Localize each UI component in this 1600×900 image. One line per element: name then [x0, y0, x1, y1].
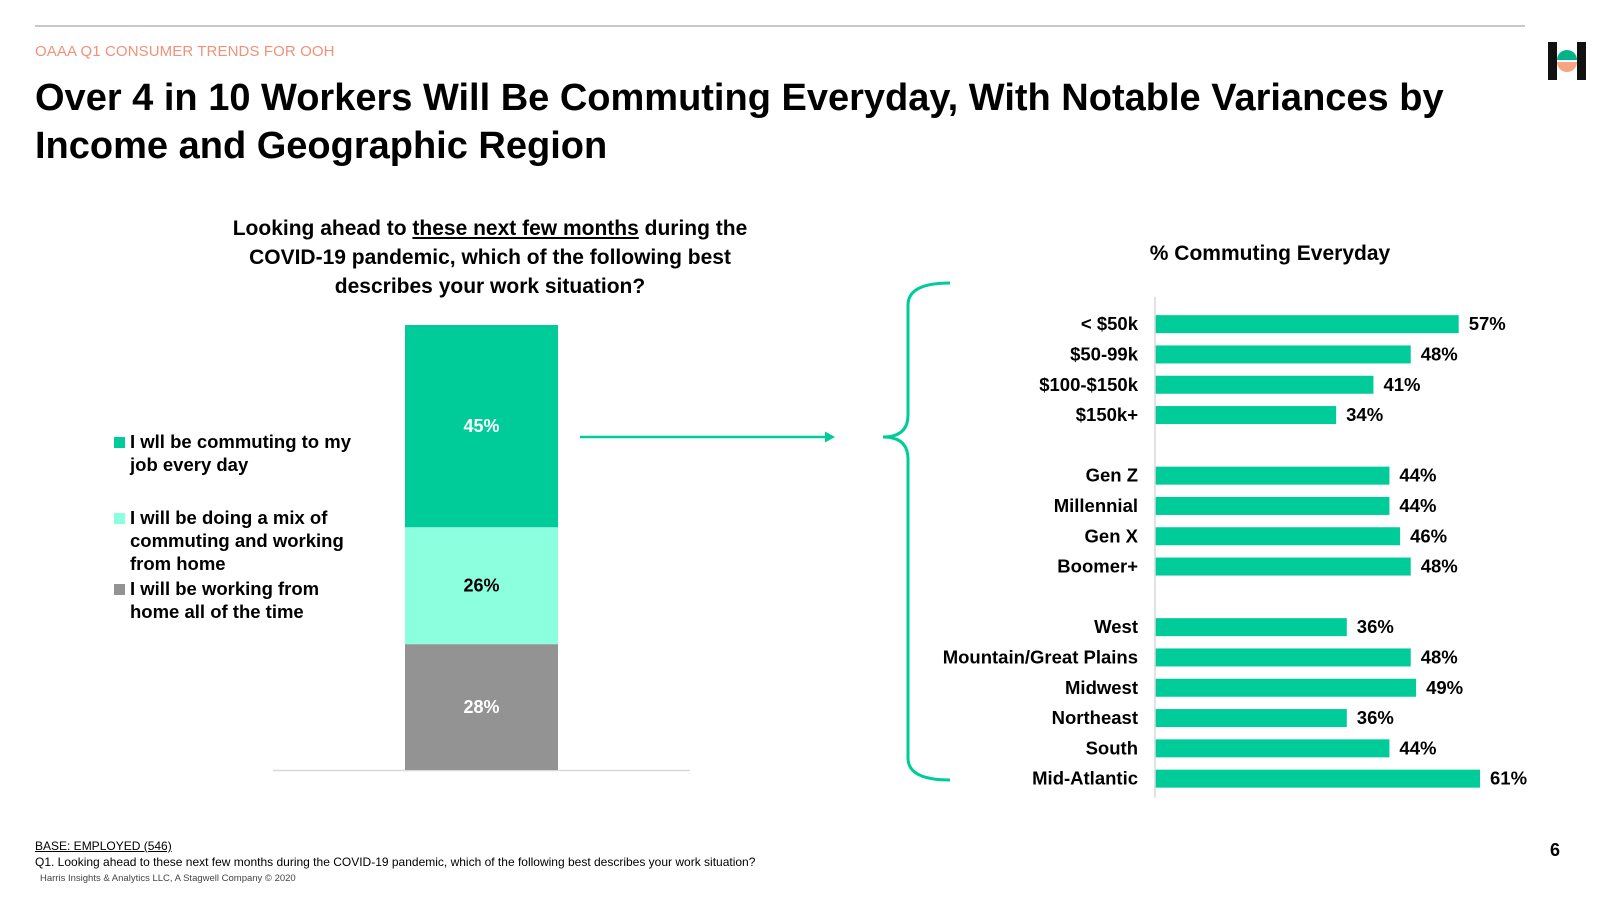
stack-label-hybrid: 26% — [463, 576, 499, 596]
hbar-150k — [1155, 406, 1337, 425]
question-text-underlined: these next few months — [412, 217, 639, 240]
legend-swatch-work-from-home — [114, 584, 125, 595]
hbar-value-midwest: 49% — [1426, 677, 1463, 698]
hbar-value-gen-z: 44% — [1399, 465, 1436, 486]
hbar-100-150k — [1155, 375, 1374, 394]
hbar-category-mountain-great-plains: Mountain/Great Plains — [943, 646, 1138, 667]
section-label: OAAA Q1 CONSUMER TRENDS FOR OOH — [35, 43, 335, 60]
hbar-boomer — [1155, 557, 1411, 576]
hbar-category-millennial: Millennial — [1054, 495, 1138, 516]
hbar-value-south: 44% — [1399, 737, 1436, 758]
main-title: Over 4 in 10 Workers Will Be Commuting E… — [35, 77, 1444, 167]
stack-segment-work-from-home — [405, 644, 558, 770]
arrow-head-icon — [825, 431, 835, 443]
legend-item-commute-daily: I wll be commuting to my job every day — [112, 430, 372, 476]
harris-logo-icon — [1548, 42, 1586, 80]
legend-swatch-hybrid — [114, 513, 125, 524]
hbar-mountain-great-plains — [1155, 648, 1411, 667]
curly-bracket — [882, 281, 951, 782]
legend-item-work-from-home: I will be working from home all of the t… — [112, 577, 372, 623]
logo-green-cap — [1557, 50, 1577, 60]
hbar-category-south: South — [1086, 737, 1138, 758]
hbar-value-boomer: 48% — [1421, 556, 1458, 577]
hbar-category-gen-z: Gen Z — [1086, 465, 1138, 486]
legend-label-hybrid: I will be doing a mix of commuting and w… — [130, 507, 344, 574]
hbar-category-northeast: Northeast — [1052, 707, 1138, 728]
hbar-50k — [1155, 315, 1459, 334]
hbar-50-99k — [1155, 345, 1411, 364]
hbar-midwest — [1155, 678, 1417, 697]
logo-right-bar — [1577, 42, 1586, 80]
question-text-after: during the COVID-19 pandemic, which of t… — [249, 217, 748, 298]
hbar-millennial — [1155, 496, 1390, 515]
hbar-value-50-99k: 48% — [1421, 343, 1458, 364]
legend-swatch-commute-daily — [114, 437, 125, 448]
question-footnote: Q1. Looking ahead to these next few mont… — [35, 855, 756, 869]
hbar-category-mid-atlantic: Mid-Atlantic — [1032, 768, 1138, 789]
hbar-value-100-150k: 41% — [1383, 374, 1420, 395]
hbar-gen-z — [1155, 466, 1390, 485]
hbar-gen-x — [1155, 527, 1401, 546]
question-text-before: Looking ahead to — [232, 217, 413, 240]
hbar-category-50k: < $50k — [1081, 313, 1139, 334]
base-note: BASE: EMPLOYED (546) — [35, 839, 172, 853]
legend-label-commute-daily: I wll be commuting to my job every day — [130, 431, 351, 475]
hbar-category-100-150k: $100-$150k — [1039, 374, 1138, 395]
survey-question: Looking ahead to these next few months d… — [200, 214, 780, 301]
hbar-south — [1155, 739, 1390, 758]
hbar-value-northeast: 36% — [1357, 707, 1394, 728]
stack-segment-hybrid — [405, 527, 558, 645]
stack-label-work-from-home: 28% — [463, 697, 499, 717]
connector-arrow-and-bracket — [580, 281, 951, 782]
legend-label-work-from-home: I will be working from home all of the t… — [130, 578, 320, 622]
stacked-bar-chart: 28% 26% 45% — [273, 325, 690, 772]
hbar-category-boomer: Boomer+ — [1057, 556, 1138, 577]
hbar-mid-atlantic — [1155, 769, 1480, 788]
top-rule — [35, 25, 1525, 27]
copyright: Harris Insights & Analytics LLC, A Stagw… — [40, 873, 296, 884]
hbar-value-gen-x: 46% — [1410, 525, 1447, 546]
hbar-category-50-99k: $50-99k — [1070, 343, 1139, 364]
stack-label-commute-daily: 45% — [463, 416, 499, 436]
hbar-category-150k: $150k+ — [1076, 404, 1138, 425]
hbar-category-west: West — [1094, 616, 1138, 637]
hbar-value-50k: 57% — [1469, 313, 1506, 334]
hbar-value-mid-atlantic: 61% — [1490, 768, 1527, 789]
hbar-west — [1155, 618, 1347, 637]
page-number: 6 — [1550, 840, 1561, 860]
hbar-category-midwest: Midwest — [1065, 677, 1138, 698]
logo-peach-cap — [1557, 62, 1577, 72]
horizontal-bar-chart: < $50k 57% $50-99k 48% $100-$150k 41% $150k+ 34… — [943, 297, 1527, 798]
hbar-category-gen-x: Gen X — [1085, 525, 1139, 546]
hbar-value-west: 36% — [1357, 616, 1394, 637]
hbar-value-150k: 34% — [1346, 404, 1383, 425]
hbar-value-mountain-great-plains: 48% — [1421, 646, 1458, 667]
hbar-northeast — [1155, 709, 1347, 728]
logo-left-bar — [1548, 42, 1557, 80]
legend-item-hybrid: I will be doing a mix of commuting and w… — [112, 506, 372, 575]
legend: I wll be commuting to my job every day I… — [112, 430, 372, 623]
hbar-chart-title: % Commuting Everyday — [1149, 242, 1391, 265]
hbar-value-millennial: 44% — [1399, 495, 1436, 516]
stack-segment-commute-daily — [405, 325, 558, 528]
